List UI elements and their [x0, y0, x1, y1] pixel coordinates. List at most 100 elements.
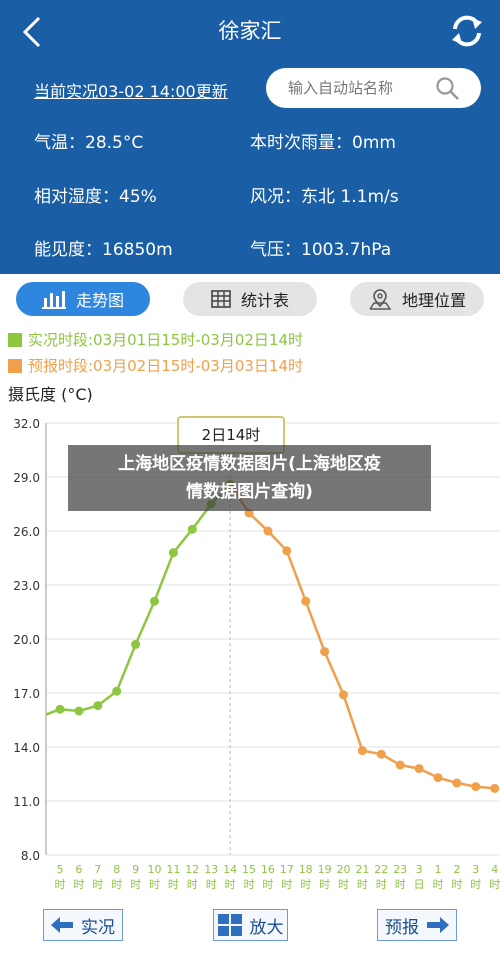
x-tick-hour: 11 — [166, 863, 180, 876]
observed-button[interactable]: 实况 — [43, 909, 123, 941]
data-point[interactable] — [131, 639, 141, 649]
y-axis-label: 摄氏度 (°C) — [8, 385, 93, 404]
data-point[interactable] — [490, 783, 500, 793]
arrow-left-icon — [51, 917, 73, 933]
x-tick-unit: 时 — [55, 878, 66, 891]
data-point[interactable] — [93, 701, 103, 711]
legend-forecast: 预报时段:03月02日15时-03月03日14时 — [8, 355, 303, 376]
data-point[interactable] — [112, 686, 122, 696]
legend-observed: 实况时段:03月01日15时-03月02日14时 — [8, 329, 303, 350]
series-line-0 — [45, 483, 232, 716]
x-tick-unit: 时 — [319, 878, 330, 891]
forecast-button-label: 预报 — [385, 917, 419, 938]
rain-value: 本时次雨量：0mm — [250, 133, 396, 153]
x-tick-unit: 时 — [262, 878, 273, 891]
zoom-button-label: 放大 — [249, 917, 284, 938]
x-tick-unit: 时 — [73, 878, 84, 891]
tooltip-label: 2日14时 — [202, 426, 261, 444]
legend-forecast-text: 预报时段:03月02日15时-03月03日14时 — [28, 357, 303, 375]
data-point[interactable] — [282, 546, 292, 556]
x-tick-hour: 22 — [374, 863, 388, 876]
observed-button-label: 实况 — [81, 917, 115, 938]
watermark-line2: 情数据图片查询) — [186, 482, 313, 502]
x-tick-hour: 5 — [57, 863, 64, 876]
data-point[interactable] — [168, 548, 178, 558]
page-title: 徐家汇 — [218, 19, 282, 43]
y-tick-label: 17.0 — [13, 687, 40, 701]
data-point[interactable] — [55, 704, 65, 714]
x-tick-hour: 8 — [113, 863, 120, 876]
x-tick-hour: 21 — [355, 863, 369, 876]
legend-observed-text: 实况时段:03月01日15时-03月02日14时 — [28, 331, 303, 349]
watermark-line1: 上海地区疫情数据图片(上海地区疫 — [118, 454, 381, 474]
y-tick-label: 26.0 — [13, 525, 40, 539]
visibility-value: 能见度：16850m — [34, 240, 173, 260]
tab-location[interactable]: 地理位置 — [350, 282, 484, 316]
x-tick-hour: 3 — [472, 863, 479, 876]
data-point[interactable] — [357, 746, 367, 756]
x-tick-unit: 时 — [470, 878, 481, 891]
refresh-button[interactable] — [446, 10, 488, 52]
data-point[interactable] — [452, 778, 462, 788]
x-tick-hour: 10 — [148, 863, 162, 876]
arrow-right-icon — [427, 917, 449, 933]
x-tick-unit: 时 — [338, 878, 349, 891]
x-tick-hour: 16 — [261, 863, 275, 876]
x-tick-unit: 时 — [489, 878, 500, 891]
x-tick-hour: 17 — [280, 863, 294, 876]
data-point[interactable] — [150, 596, 159, 606]
data-point[interactable] — [376, 749, 386, 759]
tab-statistics[interactable]: 统计表 — [183, 282, 317, 316]
data-point[interactable] — [320, 647, 330, 657]
data-point[interactable] — [263, 526, 273, 536]
data-point[interactable] — [74, 706, 84, 716]
x-tick-unit: 时 — [187, 878, 198, 891]
x-tick-hour: 19 — [318, 863, 332, 876]
update-time-link[interactable]: 当前实况03-02 14:00更新 — [34, 82, 228, 101]
pressure-value: 气压：1003.7hPa — [250, 240, 392, 260]
zoom-button[interactable]: 放大 — [213, 909, 288, 941]
table-icon — [211, 290, 231, 308]
forecast-button[interactable]: 预报 — [377, 909, 457, 941]
wind-value: 风况：东北 1.1m/s — [250, 187, 399, 207]
x-tick-unit: 时 — [111, 878, 122, 891]
bar-chart-icon — [41, 291, 66, 309]
data-point[interactable] — [395, 760, 405, 770]
search-icon[interactable] — [435, 76, 461, 102]
x-tick-hour: 6 — [75, 863, 82, 876]
bottom-toolbar: 实况 放大 预报 — [0, 905, 500, 950]
x-tick-hour: 18 — [299, 863, 313, 876]
x-tick-unit: 时 — [130, 878, 141, 891]
x-tick-unit: 时 — [168, 878, 179, 891]
x-tick-hour: 15 — [242, 863, 256, 876]
watermark-overlay: 上海地区疫情数据图片(上海地区疫 情数据图片查询) — [68, 445, 431, 511]
x-tick-hour: 1 — [435, 863, 442, 876]
x-tick-unit: 时 — [149, 878, 160, 891]
data-point[interactable] — [339, 690, 348, 700]
data-point[interactable] — [433, 773, 443, 783]
view-tabs: 走势图 统计表 地理位置 — [0, 274, 500, 324]
x-tick-unit: 日 — [414, 878, 425, 891]
x-tick-unit: 时 — [433, 878, 444, 891]
back-button[interactable] — [12, 12, 52, 52]
x-tick-unit: 时 — [206, 878, 217, 891]
chevron-left-icon — [22, 16, 41, 48]
search-input[interactable] — [288, 79, 428, 97]
x-tick-unit: 时 — [376, 878, 387, 891]
x-tick-hour: 9 — [132, 863, 139, 876]
data-point[interactable] — [471, 782, 481, 792]
x-tick-unit: 时 — [92, 878, 103, 891]
x-tick-unit: 时 — [395, 878, 406, 891]
data-point[interactable] — [301, 596, 311, 606]
grid-icon — [217, 914, 242, 936]
x-tick-unit: 时 — [451, 878, 462, 891]
tab-trend[interactable]: 走势图 — [16, 282, 150, 316]
x-tick-hour: 23 — [393, 863, 407, 876]
tab-statistics-label: 统计表 — [240, 291, 289, 310]
data-point[interactable] — [187, 524, 197, 534]
temperature-chart: 32.029.026.023.020.017.014.011.08.05时6时7… — [13, 416, 500, 891]
x-tick-hour: 7 — [94, 863, 101, 876]
legend-observed-swatch — [8, 332, 22, 347]
data-point[interactable] — [414, 764, 424, 774]
y-tick-label: 23.0 — [13, 579, 40, 593]
